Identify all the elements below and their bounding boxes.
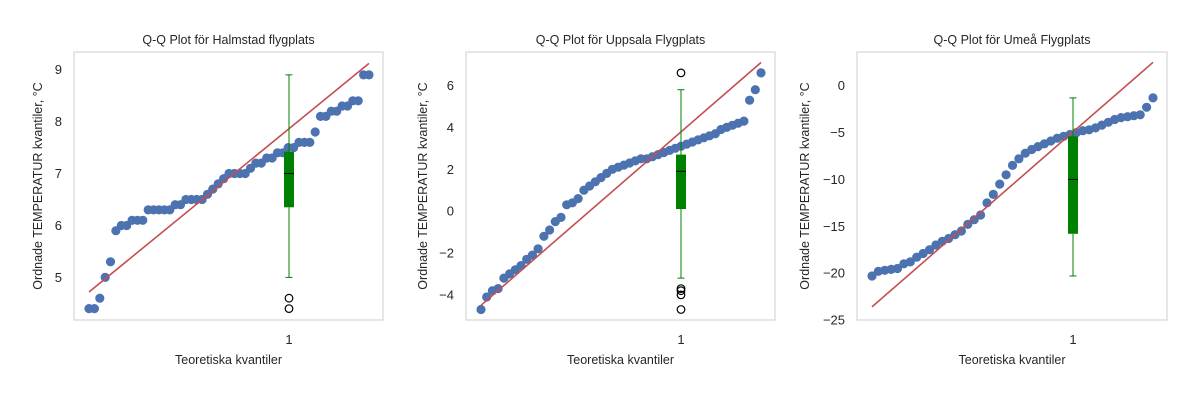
qq-point [739,116,749,126]
qq-point [364,70,374,80]
chart-title: Q-Q Plot för Umeå Flygplats [934,33,1091,47]
box-outlier [284,304,294,314]
qq-point [1142,102,1152,112]
qq-point [353,96,363,106]
x-axis-label: Teoretiska kvantiler [959,353,1066,367]
qq-point [969,215,979,225]
qq-panel-uppsala: Q-Q Plot för Uppsala Flygplats Teoretisk… [416,33,776,367]
box-outlier [284,293,294,303]
qq-point [924,245,935,255]
x-tick-label: 1 [677,332,684,347]
qq-point [539,231,549,241]
y-tick-labels: −4 −2 0 2 4 6 [439,78,454,302]
qq-point [556,212,566,222]
qq-fit-line [88,62,370,293]
fit-line-group [871,61,1154,308]
x-tick-label: 1 [1069,332,1076,347]
qq-point [1001,170,1011,180]
boxplot [284,74,294,314]
qq-point [1135,110,1145,120]
qq-point [976,210,986,220]
qq-point [1007,160,1018,170]
qq-point [905,257,915,267]
qq-point [545,225,555,235]
y-tick-label: 0 [447,204,454,219]
y-tick-label: 4 [447,120,454,135]
y-tick-label: 2 [447,162,454,177]
plot-area-frame [465,51,776,321]
y-tick-label: 6 [55,218,62,233]
qq-point [138,215,148,225]
y-tick-label: −10 [823,172,845,187]
box-iqr [284,151,294,208]
qq-point [750,85,760,95]
x-axis-label: Teoretiska kvantiler [567,353,674,367]
y-tick-label: 6 [447,78,454,93]
qq-panel-umea: Q-Q Plot för Umeå Flygplats Teoretiska k… [798,33,1168,367]
fit-line-group [88,62,370,293]
fit-line-group [480,61,762,306]
y-tick-label: −2 [439,246,454,261]
qq-point [756,68,766,78]
y-tick-label: −5 [830,125,845,140]
box-outlier [676,290,686,300]
box-iqr [1068,136,1078,234]
boxplot [1068,97,1078,277]
box-outlier [676,286,686,296]
qq-point [1148,93,1158,103]
qq-point [533,244,543,254]
qq-panel-halmstad: Q-Q Plot för Halmstad flygplats Teoretis… [31,33,384,367]
y-tick-label: −4 [439,287,454,302]
qq-point [95,293,105,303]
box-outlier [676,305,686,314]
qq-point [305,137,315,147]
box-outlier [676,68,686,78]
y-axis-label: Ordnade TEMPERATUR kvantiler, °C [798,82,812,289]
qq-point [995,179,1005,189]
chart-title: Q-Q Plot för Uppsala Flygplats [536,33,706,47]
boxplot [676,68,686,314]
chart-title: Q-Q Plot för Halmstad flygplats [142,33,314,47]
y-tick-label: 9 [55,62,62,77]
y-tick-labels: −25 −20 −15 −10 −5 0 [823,78,845,327]
y-axis-label: Ordnade TEMPERATUR kvantiler, °C [31,82,45,289]
qq-fit-line [871,61,1154,308]
box-iqr [676,154,686,210]
qq-point [310,127,320,137]
y-tick-label: −15 [823,219,845,234]
qq-point [476,304,486,315]
qq-point [493,284,503,294]
plot-area-frame [73,51,384,321]
qq-point [105,257,116,267]
y-tick-label: 7 [55,166,62,181]
qq-point [956,226,967,236]
y-tick-label: −20 [823,266,845,281]
y-tick-labels: 5 6 7 8 9 [55,62,62,285]
qq-point [527,250,538,260]
qq-point [745,95,755,105]
qq-point [867,271,877,281]
qq-point [892,263,903,274]
qq-point [1014,154,1024,164]
qq-fit-line [480,61,762,306]
x-tick-label: 1 [285,332,292,347]
x-axis-label: Teoretiska kvantiler [175,353,282,367]
y-tick-label: 8 [55,114,62,129]
y-tick-label: 5 [55,270,62,285]
y-axis-label: Ordnade TEMPERATUR kvantiler, °C [416,82,430,289]
qq-point [988,189,998,199]
y-tick-label: 0 [838,78,845,93]
y-tick-label: −25 [823,313,845,328]
qq-point [89,304,99,314]
qq-point [573,194,583,204]
